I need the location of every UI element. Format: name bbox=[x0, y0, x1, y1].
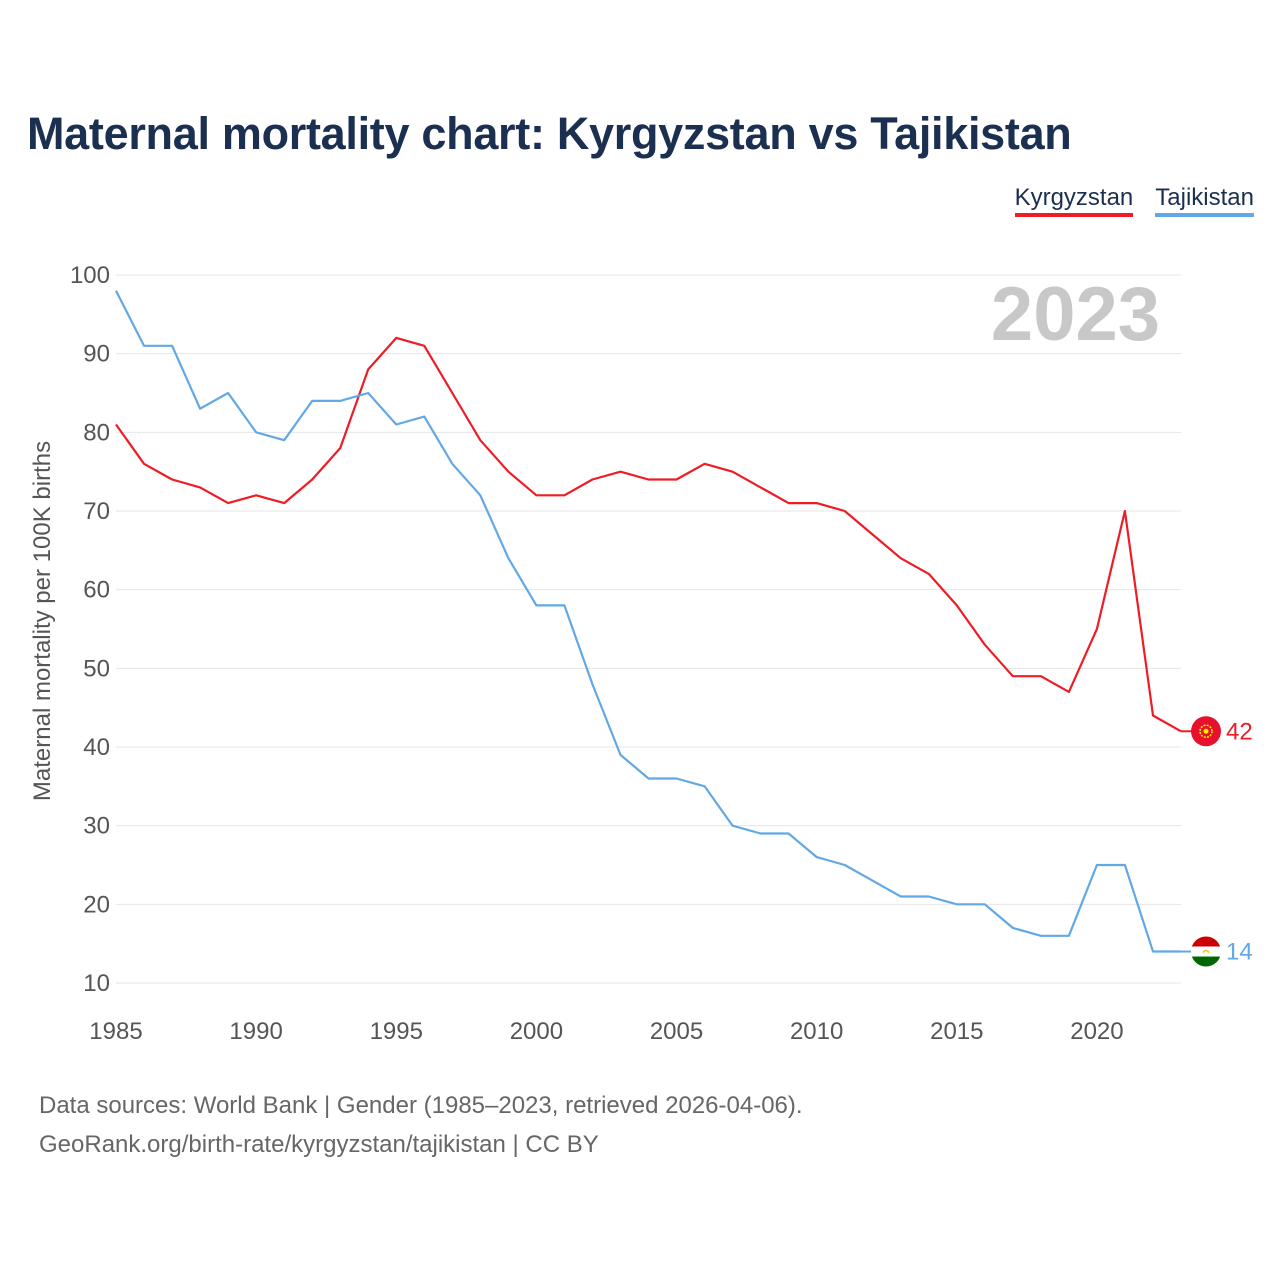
x-tick-label: 2000 bbox=[510, 1018, 563, 1045]
x-tick-label: 2020 bbox=[1070, 1018, 1123, 1045]
x-tick-label: 1995 bbox=[370, 1018, 423, 1045]
year-watermark: 2023 bbox=[991, 272, 1160, 357]
y-tick-label: 40 bbox=[83, 734, 110, 761]
line-chart: 2023 10 20 30 40 50 60 70 80 90 100 1985 1990 1995 2… bbox=[29, 262, 1253, 1045]
flag-sun-core bbox=[1203, 728, 1209, 734]
y-tick-label: 60 bbox=[83, 577, 110, 604]
end-value-label: 14 bbox=[1226, 939, 1253, 966]
y-axis-ticks: 10 20 30 40 50 60 70 80 90 100 bbox=[70, 262, 110, 997]
x-tick-label: 2015 bbox=[930, 1018, 983, 1045]
x-tick-label: 2005 bbox=[650, 1018, 703, 1045]
y-tick-label: 100 bbox=[70, 262, 110, 289]
footer: Data sources: World Bank | Gender (1985–… bbox=[39, 1086, 803, 1164]
data-source-note: Data sources: World Bank | Gender (1985–… bbox=[39, 1092, 803, 1119]
x-tick-label: 2010 bbox=[790, 1018, 843, 1045]
gridlines bbox=[116, 274, 1181, 984]
tajikistan-flag-icon bbox=[1191, 936, 1221, 967]
y-tick-label: 70 bbox=[83, 498, 110, 525]
legend: Kyrgyzstan Tajikistan bbox=[1014, 184, 1254, 217]
series-end-markers: 42 14 bbox=[1181, 716, 1253, 967]
y-tick-label: 80 bbox=[83, 419, 110, 446]
source-link[interactable]: GeoRank.org/birth-rate/kyrgyzstan/tajiki… bbox=[39, 1131, 599, 1158]
x-tick-label: 1990 bbox=[229, 1018, 282, 1045]
y-axis-label: Maternal mortality per 100K births bbox=[29, 441, 56, 801]
series-line-kyrgyzstan[interactable] bbox=[115, 336, 1182, 733]
kyrgyzstan-flag-icon bbox=[1191, 716, 1221, 747]
y-tick-label: 30 bbox=[83, 813, 110, 840]
flag-stripes bbox=[1191, 936, 1221, 967]
series-line-tajikistan[interactable] bbox=[115, 290, 1181, 953]
chart-title: Maternal mortality chart: Kyrgyzstan vs … bbox=[27, 108, 1072, 159]
y-tick-label: 10 bbox=[83, 970, 110, 997]
x-tick-label: 1985 bbox=[89, 1018, 142, 1045]
end-value-label: 42 bbox=[1226, 718, 1253, 745]
series-lines bbox=[115, 290, 1182, 953]
flag-sun bbox=[1199, 724, 1213, 739]
y-tick-label: 50 bbox=[83, 655, 110, 682]
flag-crown bbox=[1202, 949, 1210, 954]
y-tick-label: 90 bbox=[83, 341, 110, 368]
y-tick-label: 20 bbox=[83, 891, 110, 918]
legend-item-kyrgyzstan[interactable]: Kyrgyzstan bbox=[1014, 184, 1134, 217]
legend-item-tajikistan[interactable]: Tajikistan bbox=[1155, 184, 1254, 217]
x-axis-ticks: 1985 1990 1995 2000 2005 2010 2015 2020 bbox=[89, 1018, 1123, 1045]
